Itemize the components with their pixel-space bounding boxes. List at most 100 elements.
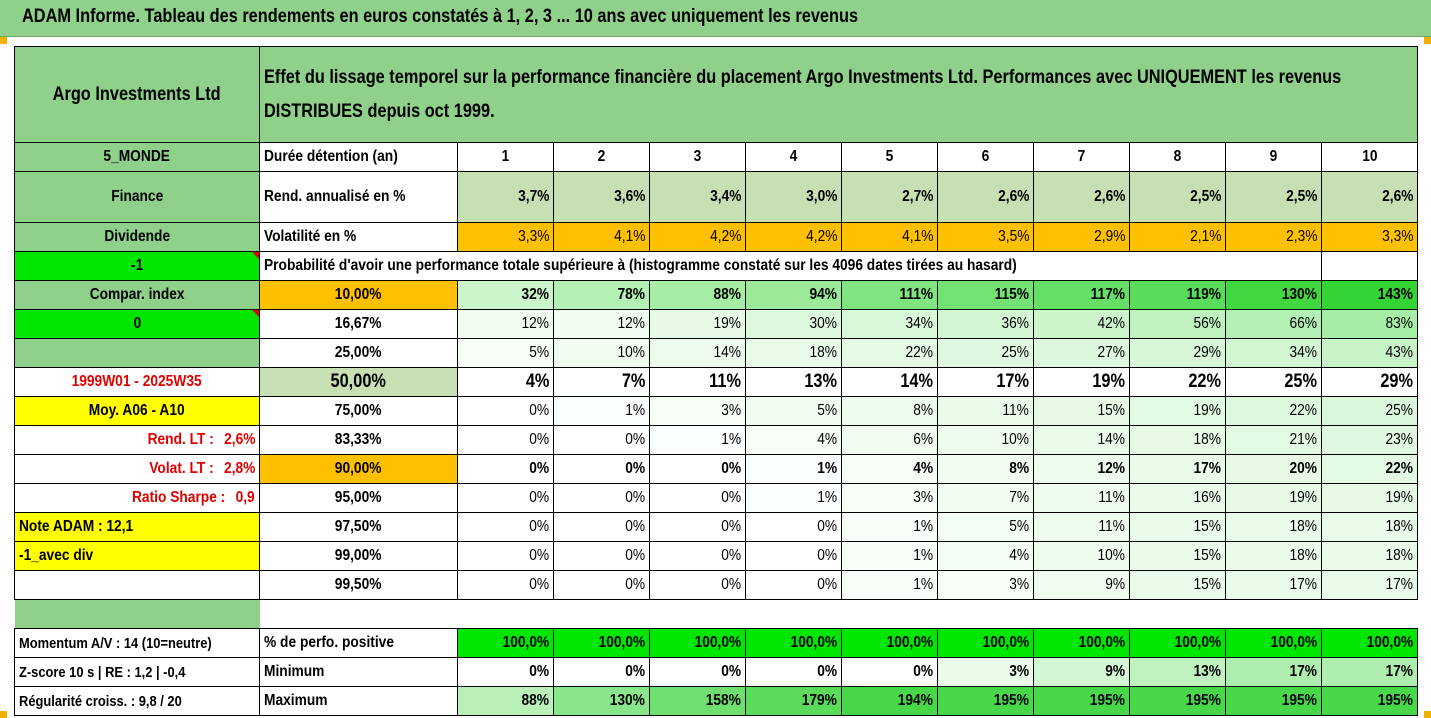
quantile-value: 88% — [649, 280, 746, 310]
quantile-label-text: 90,00% — [335, 460, 382, 477]
quantile-value-text: 10% — [1097, 547, 1125, 564]
quantile-label: 50,00% — [259, 367, 458, 397]
vol-value-text: 2,3% — [1285, 228, 1317, 245]
quantile-value: 66% — [1225, 309, 1322, 339]
perf-pos-value-text: 100,0% — [598, 634, 645, 651]
compar-label: Compar. index — [14, 280, 260, 310]
vol-value: 4,2% — [649, 222, 746, 252]
minimum-value: 0% — [745, 657, 842, 687]
quantile-value: 56% — [1129, 309, 1226, 339]
quantile-value-text: 0% — [625, 431, 645, 448]
maximum-value: 195% — [1320, 686, 1419, 716]
rend-lt-value: 2,6% — [223, 431, 255, 448]
empty-side-cell — [14, 570, 260, 600]
year-header-text: 4 — [789, 148, 798, 165]
quantile-value: 15% — [1129, 512, 1226, 542]
flag-cell: 0 — [14, 309, 260, 339]
quantile-value: 20% — [1225, 454, 1322, 484]
quantile-value-text: 25% — [1284, 371, 1317, 392]
momentum-label-text: Momentum A/V : 14 (10=neutre) — [19, 634, 212, 652]
quantile-value: 18% — [745, 338, 842, 368]
quantile-value-text: 9% — [1105, 576, 1125, 593]
table-row: Compar. index 10,00% 32% 78% 88% 94% 111% 115% 1… — [14, 280, 1419, 310]
quantile-value: 0% — [649, 512, 746, 542]
maximum-value: 195% — [1225, 686, 1322, 716]
rend-value-text: 2,6% — [1381, 188, 1414, 205]
quantile-label-text: 99,50% — [335, 576, 382, 593]
quantile-value: 14% — [1033, 425, 1130, 455]
period-label-text: 1999W01 - 2025W35 — [71, 373, 203, 390]
rend-value: 2,6% — [937, 171, 1034, 223]
year-header-text: 5 — [885, 148, 894, 165]
vol-value-text: 3,5% — [997, 228, 1029, 245]
quantile-value: 15% — [1129, 570, 1226, 600]
quantile-value-text: 130% — [1281, 286, 1317, 303]
minimum-value: 0% — [457, 657, 554, 687]
quantile-value-text: 19% — [1289, 489, 1317, 506]
vol-value: 3,5% — [937, 222, 1034, 252]
quantile-value: 4% — [841, 454, 938, 484]
rend-value-text: 2,6% — [997, 188, 1029, 205]
volat-lt-text: Volat. LT : 2,8% — [149, 460, 255, 478]
flag-cell-text: -1 — [130, 257, 144, 274]
minimum-value-text: 0% — [913, 663, 933, 680]
quantile-value-text: 12% — [617, 315, 645, 332]
quantile-value: 34% — [1225, 338, 1322, 368]
quantile-value: 22% — [1320, 454, 1419, 484]
minimum-value-text: 0% — [817, 663, 837, 680]
quantile-value-text: 18% — [1289, 547, 1317, 564]
table-row: 99,50% 0% 0% 0% 0% 1% 3% 9% 15% 17% 17% — [14, 570, 1419, 600]
table-row: Rend. LT : 2,6% 83,33% 0% 0% 1% 4% 6% 10% 14% 18% 2… — [14, 425, 1419, 455]
sector-label: Finance — [14, 171, 260, 223]
quantile-value-text: 1% — [913, 576, 933, 593]
quantile-value-text: 25% — [1001, 344, 1029, 361]
quantile-value: 15% — [1033, 396, 1130, 426]
quantile-value-text: 94% — [809, 286, 837, 303]
zscore-label-text: Z-score 10 s | RE : 1,2 | -0,4 — [19, 663, 186, 681]
row-label-duree-text: Durée détention (an) — [264, 148, 398, 165]
quantile-value-text: 13% — [804, 371, 837, 392]
quantile-value-text: 0% — [529, 402, 549, 419]
quantile-value: 0% — [553, 512, 650, 542]
flag-cell-text: 0 — [133, 315, 141, 332]
maximum-value-text: 130% — [609, 692, 645, 709]
year-header: 6 — [937, 142, 1034, 172]
quantile-value-text: 22% — [1188, 371, 1221, 392]
quantile-label: 75,00% — [259, 396, 458, 426]
quantile-value: 0% — [457, 483, 554, 513]
quantile-value: 0% — [457, 570, 554, 600]
quantile-value: 0% — [649, 483, 746, 513]
variant-label-text: -1_avec div — [19, 547, 94, 564]
quantile-value: 7% — [553, 367, 650, 397]
quantile-value-text: 0% — [721, 576, 741, 593]
table-row: Moy. A06 - A10 75,00% 0% 1% 3% 5% 8% 11% 15% 19% 2… — [14, 396, 1419, 426]
rend-value: 3,6% — [553, 171, 650, 223]
quantile-value-text: 19% — [1385, 489, 1414, 506]
minimum-value: 13% — [1129, 657, 1226, 687]
quantile-value: 1% — [841, 541, 938, 571]
quantile-value: 19% — [1225, 483, 1322, 513]
quantile-value-text: 0% — [625, 489, 645, 506]
quantile-value-text: 15% — [1097, 402, 1125, 419]
quantile-value-text: 119% — [1186, 286, 1221, 303]
quantile-value: 13% — [745, 367, 842, 397]
quantile-value: 27% — [1033, 338, 1130, 368]
sector-label-text: Finance — [110, 188, 164, 205]
quantile-value: 1% — [841, 570, 938, 600]
year-header-text: 8 — [1173, 148, 1182, 165]
quantile-value-text: 0% — [529, 518, 549, 535]
quantile-value-text: 7% — [621, 371, 645, 392]
quantile-value-text: 0% — [529, 431, 549, 448]
rend-value-text: 2,7% — [901, 188, 933, 205]
description: Effet du lissage temporel sur la perform… — [258, 46, 1419, 143]
perf-pos-value: 100,0% — [841, 628, 938, 658]
rend-value: 3,4% — [649, 171, 746, 223]
quantile-value: 1% — [649, 425, 746, 455]
rend-value: 2,5% — [1129, 171, 1226, 223]
rend-value: 2,7% — [841, 171, 938, 223]
year-header-text: 2 — [597, 148, 606, 165]
quantile-value-text: 0% — [625, 547, 645, 564]
quantile-value: 94% — [745, 280, 842, 310]
quantile-value: 25% — [937, 338, 1034, 368]
row-label-minimum: Minimum — [259, 657, 458, 687]
